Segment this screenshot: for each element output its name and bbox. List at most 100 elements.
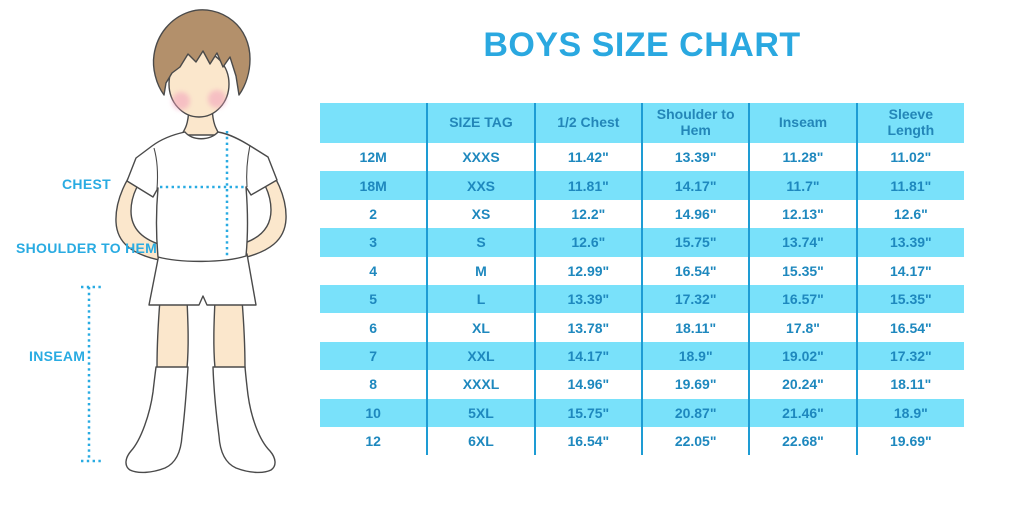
table-cell: 12.13" bbox=[748, 199, 857, 229]
header-row: SIZE TAG 1/2 Chest Shoulder to Hem Insea… bbox=[320, 103, 964, 143]
cheek-left bbox=[172, 92, 190, 110]
left-leg bbox=[156, 299, 189, 369]
size-table: SIZE TAG 1/2 Chest Shoulder to Hem Insea… bbox=[320, 103, 964, 456]
table-cell: 13.39" bbox=[533, 284, 642, 314]
page-title: BOYS SIZE CHART bbox=[483, 26, 801, 64]
table-cell: XXS bbox=[426, 171, 535, 200]
table-cell: 19.02" bbox=[748, 341, 857, 371]
table-cell: 14.17" bbox=[533, 341, 642, 371]
table-cell: 18.11" bbox=[640, 313, 750, 342]
table-row: 2 XS 12.2" 14.96" 12.13" 12.6" bbox=[320, 199, 964, 229]
left-sock bbox=[125, 366, 189, 474]
table-cell: 15.75" bbox=[533, 398, 642, 427]
table-cell: M bbox=[426, 256, 535, 285]
table-row: 18M XXS 11.81" 14.17" 11.7" 11.81" bbox=[320, 171, 964, 200]
row-label: 12M bbox=[359, 149, 387, 166]
row-label: 6 bbox=[369, 319, 378, 336]
table-cell: 15.35" bbox=[748, 256, 857, 285]
table-cell: 17.32" bbox=[640, 284, 750, 314]
table-cell: 12.99" bbox=[533, 256, 642, 285]
table-cell: XS bbox=[426, 199, 535, 229]
inseam-label: INSEAM bbox=[29, 348, 86, 364]
table-cell: 11.42" bbox=[533, 143, 642, 172]
row-label: 3 bbox=[320, 228, 428, 257]
cheek-right bbox=[208, 90, 226, 108]
right-leg bbox=[213, 299, 246, 369]
table-cell: 17.32" bbox=[855, 341, 964, 371]
table-row: 5 L 13.39" 17.32" 16.57" 15.35" bbox=[320, 284, 964, 314]
table-cell: 13.78" bbox=[533, 313, 642, 342]
table-cell: 14.17" bbox=[855, 256, 964, 285]
table-cell: 19.69" bbox=[640, 370, 750, 399]
table-cell: 19.69" bbox=[855, 426, 964, 456]
table-row: 10 5XL 15.75" 20.87" 21.46" 18.9" bbox=[320, 398, 964, 427]
table-row: 6 XL 13.78" 18.11" 17.8" 16.54" bbox=[320, 313, 964, 342]
table-row: 12M XXXS 11.42" 13.39" 11.28" 11.02" bbox=[320, 143, 964, 172]
row-label: 5 bbox=[320, 284, 428, 314]
row-label: 7 bbox=[320, 341, 428, 371]
column-header-empty bbox=[320, 103, 428, 143]
table-cell: L bbox=[426, 284, 535, 314]
row-label: 2 bbox=[369, 205, 378, 222]
row-label: 18M bbox=[320, 171, 428, 200]
table-cell: 14.96" bbox=[533, 370, 642, 399]
table-cell: 20.24" bbox=[748, 370, 857, 399]
hair bbox=[152, 9, 251, 96]
table-row: 4 M 12.99" 16.54" 15.35" 14.17" bbox=[320, 256, 964, 285]
table-cell: 21.46" bbox=[748, 398, 857, 427]
column-header-shoulder-to-hem: Shoulder to Hem bbox=[640, 103, 750, 143]
table-cell: 11.28" bbox=[748, 143, 857, 172]
table-cell: XXXL bbox=[426, 370, 535, 399]
boy-illustration bbox=[81, 9, 287, 474]
table-cell: 16.54" bbox=[533, 426, 642, 456]
table-cell: 15.75" bbox=[640, 228, 750, 257]
table-cell: 12.6" bbox=[533, 228, 642, 257]
table-cell: 18.9" bbox=[640, 341, 750, 371]
table-cell: 16.57" bbox=[748, 284, 857, 314]
table-row: 7 XXL 14.17" 18.9" 19.02" 17.32" bbox=[320, 341, 964, 371]
table-cell: 14.17" bbox=[640, 171, 750, 200]
table-cell: 13.39" bbox=[640, 143, 750, 172]
table-cell: 13.74" bbox=[748, 228, 857, 257]
right-sleeve-seam bbox=[246, 144, 251, 188]
table-cell: 22.05" bbox=[640, 426, 750, 456]
table-row: 12 6XL 16.54" 22.05" 22.68" 19.69" bbox=[320, 426, 964, 456]
table-cell: 5XL bbox=[426, 398, 535, 427]
row-label: 12 bbox=[365, 433, 381, 450]
table-cell: 20.87" bbox=[640, 398, 750, 427]
table-cell: 6XL bbox=[426, 426, 535, 456]
column-header-sleeve-length: Sleeve Length bbox=[855, 103, 964, 143]
table-cell: 12.6" bbox=[855, 199, 964, 229]
row-label: 10 bbox=[320, 398, 428, 427]
table-cell: 16.54" bbox=[640, 256, 750, 285]
left-sleeve-seam bbox=[153, 147, 159, 190]
table-cell: 22.68" bbox=[748, 426, 857, 456]
column-header-inseam: Inseam bbox=[748, 103, 857, 143]
table-cell: 11.81" bbox=[855, 171, 964, 200]
table-cell: 11.02" bbox=[855, 143, 964, 172]
right-sock bbox=[212, 366, 276, 474]
shirt bbox=[126, 131, 278, 263]
table-cell: 17.8" bbox=[748, 313, 857, 342]
table-cell: S bbox=[426, 228, 535, 257]
row-label: 4 bbox=[369, 262, 378, 279]
table-cell: XL bbox=[426, 313, 535, 342]
table-cell: XXXS bbox=[426, 143, 535, 172]
column-header-size-tag: SIZE TAG bbox=[426, 103, 535, 143]
column-header-half-chest: 1/2 Chest bbox=[533, 103, 642, 143]
table-cell: 15.35" bbox=[855, 284, 964, 314]
table-cell: 18.11" bbox=[855, 370, 964, 399]
table-cell: 11.7" bbox=[748, 171, 857, 200]
table-cell: 12.2" bbox=[533, 199, 642, 229]
table-cell: 11.81" bbox=[533, 171, 642, 200]
row-label: 8 bbox=[369, 376, 378, 393]
table-row: 8 XXXL 14.96" 19.69" 20.24" 18.11" bbox=[320, 370, 964, 399]
chest-label: CHEST bbox=[62, 176, 111, 192]
shoulder-to-hem-label: SHOULDER TO HEM bbox=[16, 240, 158, 256]
table-row: 3 S 12.6" 15.75" 13.74" 13.39" bbox=[320, 228, 964, 257]
table-cell: 18.9" bbox=[855, 398, 964, 427]
table-cell: 16.54" bbox=[855, 313, 964, 342]
table-cell: XXL bbox=[426, 341, 535, 371]
table-cell: 13.39" bbox=[855, 228, 964, 257]
